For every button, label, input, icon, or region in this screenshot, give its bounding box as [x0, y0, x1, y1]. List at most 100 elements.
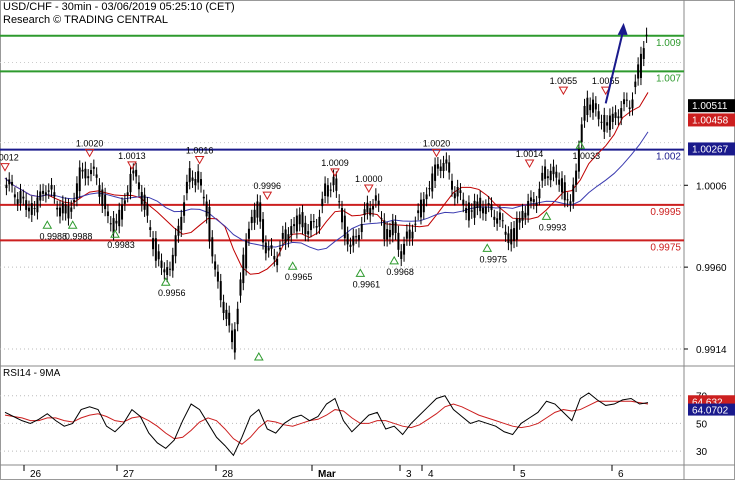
candle-body — [332, 176, 335, 186]
candle-body — [168, 268, 171, 270]
candle-body — [242, 254, 245, 284]
candle-body — [552, 166, 555, 175]
candle-body — [121, 204, 124, 220]
candle-body — [183, 202, 186, 216]
candle-body — [637, 64, 640, 79]
swing-high-label: 1.0055 — [592, 76, 620, 86]
candle-body — [228, 312, 231, 326]
candle-body — [369, 208, 372, 216]
level-label: 0.9975 — [650, 242, 681, 253]
swing-low-label: 0.9988 — [65, 231, 93, 241]
price-box-label: 1.00511 — [692, 101, 728, 112]
candle-body — [417, 210, 420, 214]
rsi-box-value-label: 64.0702 — [692, 406, 729, 417]
chart-title: USD/CHF - 30min - 03/06/2019 05:25:10 (C… — [3, 1, 235, 13]
candle-body — [8, 179, 11, 185]
candle-body — [56, 207, 59, 210]
level-label: 1.007 — [656, 73, 681, 84]
candle-body — [386, 229, 389, 240]
swing-low-marker — [160, 277, 171, 286]
candle-body — [372, 206, 375, 210]
candle-body — [61, 202, 64, 214]
candle-body — [185, 181, 188, 194]
swing-high-marker — [194, 155, 205, 165]
candle-body — [64, 204, 67, 214]
candle-body — [617, 116, 620, 119]
candle-body — [90, 170, 93, 175]
swing-high-marker — [127, 161, 137, 170]
time-tick-label: 6 — [618, 469, 624, 480]
candle-body — [400, 251, 403, 259]
swing-high-label: 1.0055 — [550, 76, 578, 86]
candle-body — [436, 164, 439, 169]
candle-body — [453, 193, 456, 199]
swing-low-marker — [110, 229, 120, 238]
time-tick-label: 26 — [30, 469, 42, 480]
candle-body — [374, 195, 377, 201]
candle-body — [569, 201, 572, 205]
candle-body — [425, 194, 428, 200]
candle-body — [75, 183, 78, 200]
candle-body — [180, 216, 183, 230]
candle-body — [318, 216, 321, 227]
candle-body — [312, 221, 315, 223]
swing-low-label: 0.9961 — [353, 279, 381, 289]
candle-body — [589, 104, 592, 111]
candle-body — [422, 199, 425, 213]
candle-body — [467, 202, 470, 221]
swing-low-marker — [482, 243, 493, 252]
candle-body — [301, 212, 304, 228]
candle-body — [222, 301, 225, 314]
candle-body — [606, 122, 609, 126]
rsi-tick-label: 30 — [696, 447, 708, 458]
candle-body — [628, 107, 631, 110]
candle-body — [5, 184, 8, 189]
moving-averages — [4, 92, 649, 275]
rsi-box-value — [688, 403, 735, 416]
candle-body — [341, 208, 344, 223]
swing-low-label: 0.9965 — [285, 272, 313, 282]
candle-body — [620, 108, 623, 118]
candle-body — [428, 188, 431, 190]
swing-high-label: 1.0016 — [186, 145, 214, 155]
candle-body — [146, 204, 149, 216]
rsi-label: RSI14 - 9MA — [3, 368, 61, 379]
candle-body — [53, 192, 56, 197]
candle-body — [177, 225, 180, 236]
candle-body — [276, 258, 279, 266]
chart-source: Research © TRADING CENTRAL — [3, 14, 168, 26]
candle-body — [152, 238, 155, 250]
candle-body — [456, 186, 459, 197]
candle-body — [476, 201, 479, 209]
candle-body — [92, 166, 95, 169]
candle-body — [78, 167, 81, 192]
price-axis: 1.0006 0.9960 0.9914 1.00511 1.00458 1.00267 — [684, 99, 735, 356]
swing-high-label: 1.0012 — [0, 153, 19, 163]
swing-high-marker — [262, 191, 273, 201]
candle-body — [377, 200, 380, 205]
candle-body — [352, 235, 355, 246]
candles — [5, 27, 648, 360]
candle-body — [157, 251, 160, 260]
swing-low-marker — [287, 261, 298, 270]
candle-body — [42, 190, 45, 194]
swing-low-marker — [355, 268, 366, 277]
candle-body — [98, 185, 101, 197]
candle-body — [544, 166, 547, 179]
swing-high-label: 1.0020 — [423, 138, 451, 148]
candle-body — [236, 308, 239, 325]
swing-low-marker — [389, 255, 400, 265]
candle-body — [81, 169, 84, 172]
candle-body — [129, 173, 132, 193]
swing-low-label: 0.9968 — [386, 267, 414, 277]
candle-body — [535, 203, 538, 206]
price-box-ask — [688, 113, 735, 127]
candle-body — [166, 267, 169, 276]
projection-arrow-line — [604, 32, 624, 104]
candle-body — [498, 212, 501, 220]
candle-body — [490, 204, 493, 211]
candle-body — [623, 99, 626, 105]
candle-body — [13, 194, 16, 198]
candle-body — [101, 189, 104, 206]
swing-low-label: 0.9993 — [539, 222, 567, 232]
